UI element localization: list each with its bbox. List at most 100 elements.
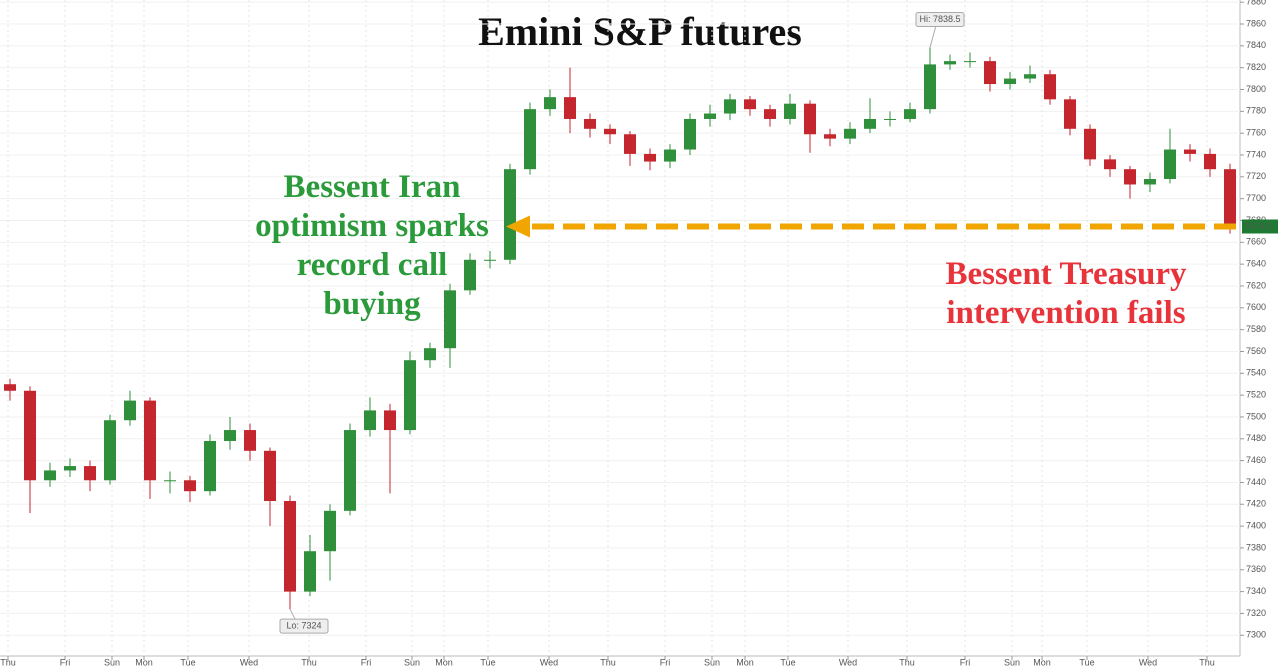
y-tick-label: 7860 [1246,18,1266,28]
x-tick-label: Wed [1139,657,1157,667]
candle-body [324,510,336,552]
candle-body [64,466,76,471]
arrow-head [506,215,530,238]
y-tick-label: 7520 [1246,390,1266,400]
candle-body [964,61,976,63]
x-tick-label: Tue [1079,657,1094,667]
candle-body [564,97,576,119]
candle-body [864,118,876,129]
candle-body [1144,179,1156,185]
candle-body [704,113,716,119]
x-tick-label: Mon [736,657,754,667]
candle-body [84,466,96,481]
candle-body [1204,153,1216,170]
y-tick-label: 7380 [1246,542,1266,552]
y-tick-label: 7300 [1246,630,1266,640]
y-tick-label: 7600 [1246,302,1266,312]
y-tick-label: 7760 [1246,128,1266,138]
chart-title: Emini S&P futures [478,9,802,54]
x-tick-label: Wed [540,657,558,667]
x-tick-label: Thu [0,657,16,667]
candle-body [184,480,196,492]
y-tick-label: 7500 [1246,411,1266,421]
x-tick-label: Fri [960,657,971,667]
y-tick-label: 7460 [1246,455,1266,465]
y-tick-label: 7540 [1246,368,1266,378]
candle-body [144,400,156,481]
candle-body [904,109,916,119]
last-price-box [1242,219,1278,234]
y-tick-label: 7880 [1246,0,1266,7]
candle-body [464,259,476,291]
candle-body [784,103,796,119]
y-tick-label: 7340 [1246,586,1266,596]
candle-body [284,501,296,592]
candle-body [1184,149,1196,154]
candle-body [584,118,596,129]
y-tick-label: 7800 [1246,84,1266,94]
candle-body [44,470,56,481]
candle-body [1104,159,1116,170]
candle-body [1044,74,1056,100]
annotation-green: Bessent Iran [284,169,461,205]
y-tick-label: 7580 [1246,324,1266,334]
annotation-red: intervention fails [946,295,1185,331]
y-tick-label: 7660 [1246,237,1266,247]
candle-body [624,134,636,154]
candle-body [444,290,456,349]
candle-body [344,430,356,511]
x-tick-label: Thu [301,657,317,667]
x-tick-label: Tue [780,657,795,667]
x-tick-label: Mon [435,657,453,667]
candle-body [24,390,36,481]
x-tick-label: Mon [1033,657,1051,667]
annotation-green: record call [297,247,448,283]
leader [929,25,937,48]
candle-body [164,480,176,482]
x-tick-label: Sun [1004,657,1020,667]
low-label-box [279,618,329,634]
candle-body [744,99,756,110]
low-label: Lo: 7324 [286,620,321,630]
y-tick-label: 7440 [1246,477,1266,487]
x-tick-label: Mon [135,657,153,667]
annotation-green: optimism sparks [255,208,489,244]
candle-body [1024,74,1036,79]
candle-body [304,551,316,592]
y-tick-label: 7560 [1246,346,1266,356]
x-tick-label: Sun [404,657,420,667]
y-tick-label: 7720 [1246,171,1266,181]
y-tick-label: 7420 [1246,499,1266,509]
x-tick-label: Fri [60,657,71,667]
candle-body [504,169,516,260]
y-tick-label: 7400 [1246,520,1266,530]
candle-body [1164,149,1176,180]
candle-body [124,400,136,421]
candle-body [364,410,376,431]
candle-body [664,149,676,162]
candle-body [844,128,856,139]
candle-body [724,99,736,114]
candle-body [544,97,556,110]
candle-body [1004,78,1016,85]
x-tick-label: Fri [660,657,671,667]
y-tick-label: 7320 [1246,608,1266,618]
candle-body [244,430,256,451]
candle-body [764,109,776,119]
candle-body [4,384,16,391]
candle-body [1224,169,1236,227]
candle-body [524,109,536,170]
y-tick-label: 7640 [1246,259,1266,269]
y-tick-label: 7700 [1246,193,1266,203]
x-tick-label: Tue [180,657,195,667]
candle-body [264,450,276,502]
x-tick-label: Thu [600,657,616,667]
high-label: Hi: 7838.5 [919,14,960,24]
y-tick-label: 7360 [1246,564,1266,574]
candle-body [484,259,496,261]
candle-body [924,64,936,110]
candle-body [884,118,896,120]
x-tick-label: Wed [240,657,258,667]
